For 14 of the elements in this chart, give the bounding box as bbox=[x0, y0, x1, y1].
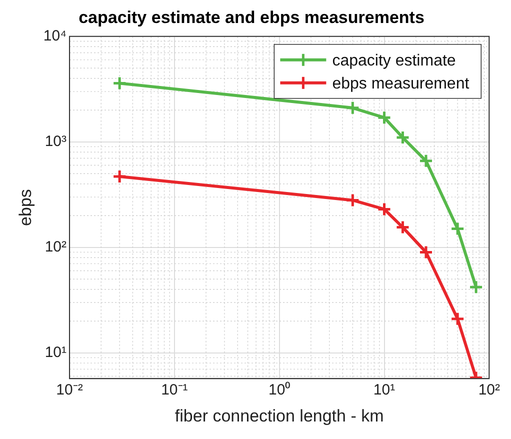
y-tick-label: 10⁴ bbox=[43, 28, 67, 45]
y-axis-title: ebps bbox=[16, 189, 35, 226]
x-tick-label: 10⁰ bbox=[268, 382, 290, 399]
x-axis-title: fiber connection length - km bbox=[174, 406, 384, 426]
legend-label: ebps measurement bbox=[332, 75, 470, 92]
chart-title: capacity estimate and ebps measurements bbox=[78, 8, 424, 27]
x-tick-label: 10⁻² bbox=[56, 382, 83, 399]
y-tick-label: 10² bbox=[44, 238, 67, 256]
y-tick-label: 10¹ bbox=[44, 344, 67, 361]
x-tick-label: 10¹ bbox=[373, 382, 396, 399]
x-tick-label: 10² bbox=[478, 382, 500, 399]
x-tick-label: 10⁻¹ bbox=[161, 382, 188, 399]
y-tick-label: 10³ bbox=[44, 133, 67, 150]
legend-label: capacity estimate bbox=[332, 52, 456, 70]
